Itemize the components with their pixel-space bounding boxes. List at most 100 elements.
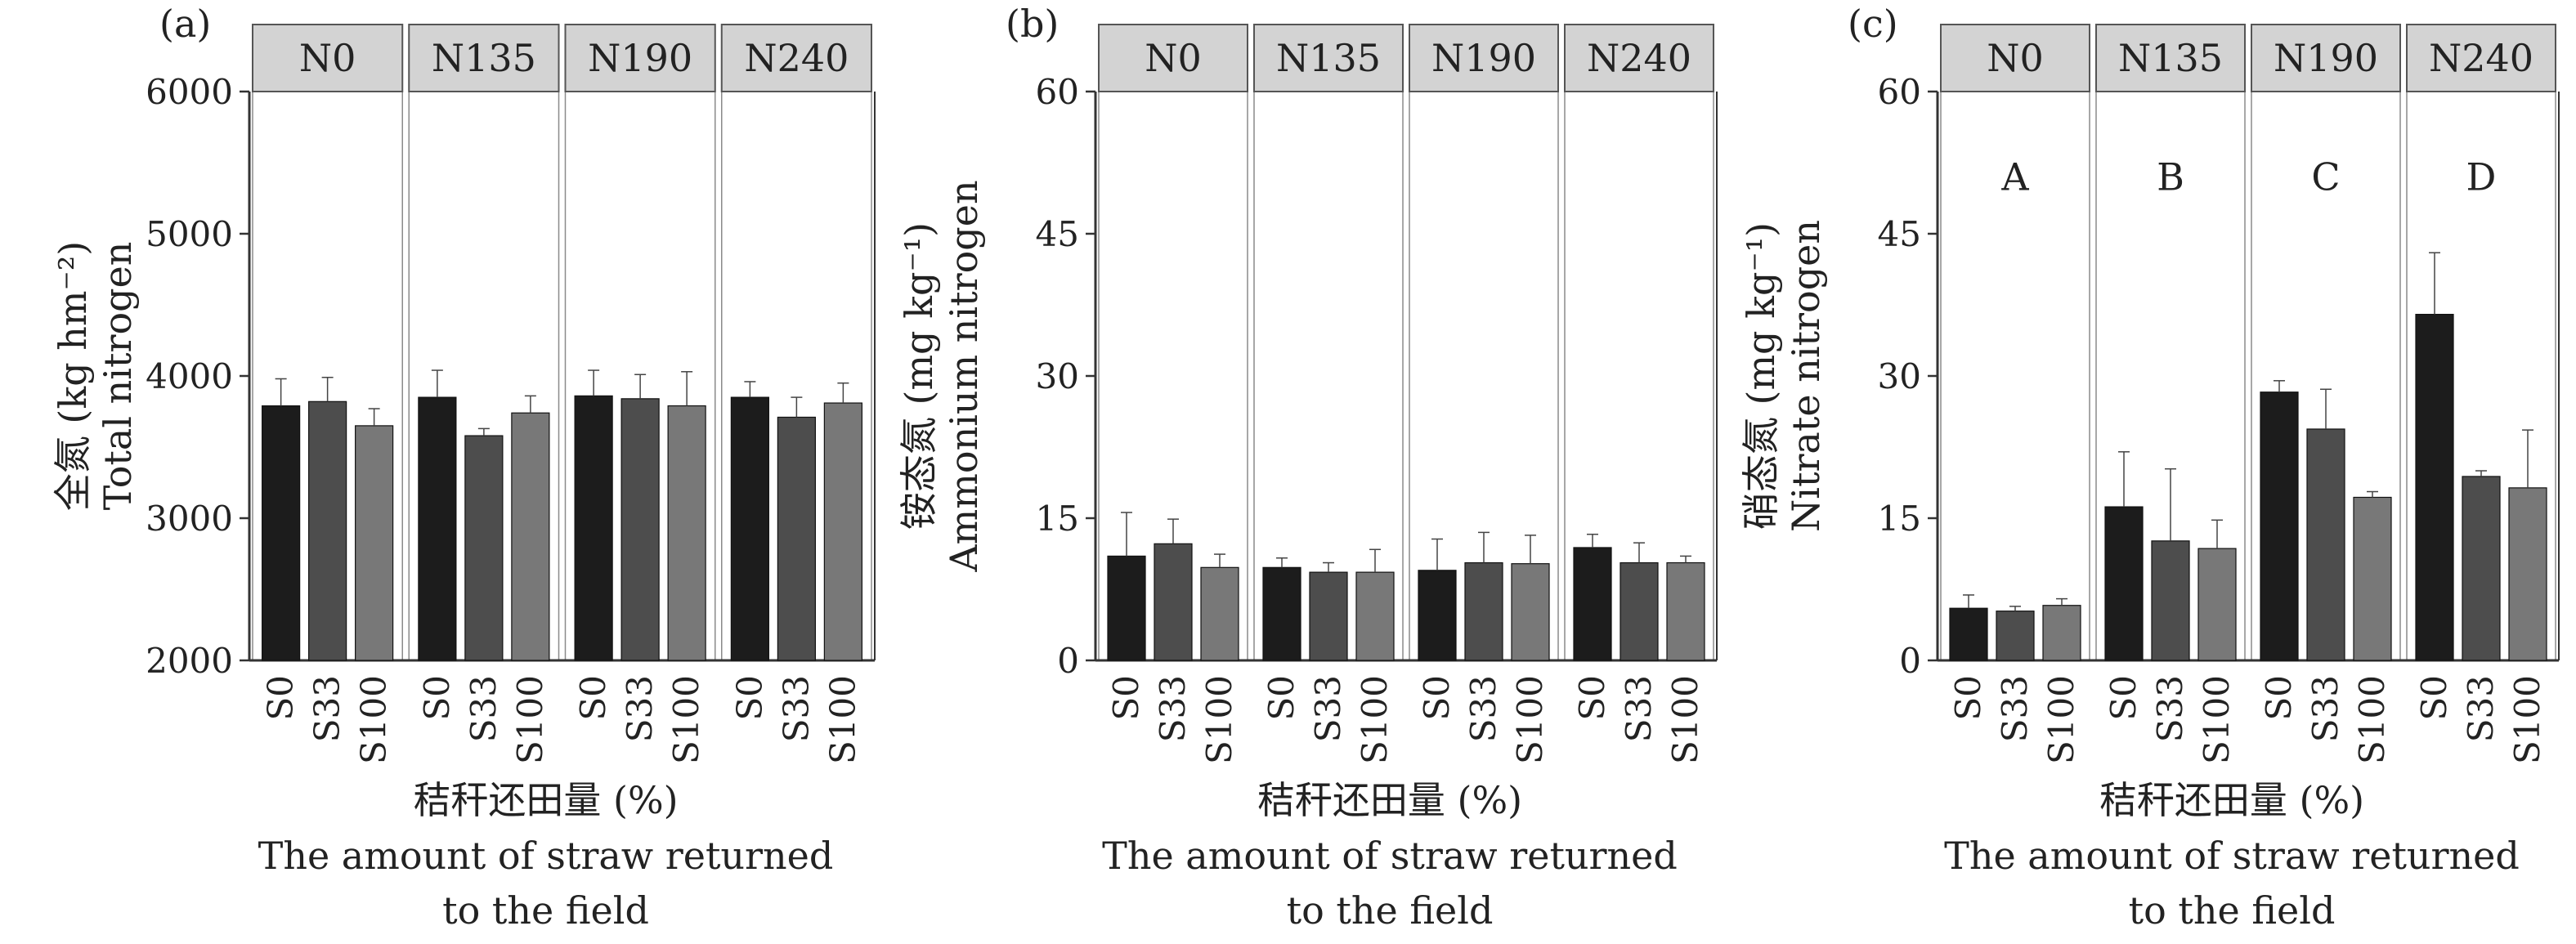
panel-a-y-tick-label: 3000	[146, 499, 233, 539]
panel-c-bar-N190-S0	[2260, 391, 2299, 661]
panel-c-x-tick-label-N0-S33: S33	[1995, 675, 2035, 742]
panel-c-y-tick-label: 30	[1878, 356, 1921, 396]
panel-b-bar-N190-S33	[1464, 561, 1503, 661]
panel-a-x-tick-label-N240-S33: S33	[776, 675, 816, 742]
panel-a-y-title-en: Total nitrogen	[96, 242, 140, 511]
panel-b-bar-N135-S0	[1262, 566, 1301, 661]
panel-c-letter-N135: B	[2157, 154, 2184, 199]
panel-b-y-title-en: Ammonium nitrogen	[942, 180, 986, 572]
panel-b-y-tick-label: 15	[1036, 499, 1079, 539]
panel-a-bar-N190-S33	[620, 398, 660, 661]
panel-a-y-tick-label: 4000	[146, 356, 233, 396]
panel-a-x-title-en-1: The amount of straw returned	[258, 834, 834, 878]
panel-a-y-title-cn: 全氮 (kg hm⁻²)	[51, 241, 95, 511]
panel-c-bar-N0-S33	[1996, 611, 2035, 661]
panel-a-strip-N240	[720, 24, 872, 92]
panel-a-x-title-cn: 秸秆还田量 (%)	[413, 778, 678, 822]
panel-a-strip-label-N135: N135	[432, 36, 536, 80]
panel-b-strip-N190	[1409, 24, 1559, 92]
panel-a-bar-N135-S100	[511, 412, 550, 661]
panel-c-strip-label-N190: N190	[2274, 36, 2378, 80]
panel-c-y-title-cn: 硝态氮 (mg kg⁻¹)	[1739, 222, 1783, 530]
panel-a-strip-N135	[408, 24, 560, 92]
panel-b-y-tick-label: 30	[1036, 356, 1079, 396]
panel-a-x-tick-label-N135-S100: S100	[510, 675, 550, 764]
panel-c-letter-N190: C	[2311, 154, 2340, 199]
panel-a-bar-N0-S100	[355, 425, 394, 661]
panel-c-strip-N0	[1940, 24, 2090, 92]
panel-c-x-tick-label-N0-S0: S0	[1948, 675, 1988, 721]
panel-b-y-title-cn: 铵态氮 (mg kg⁻¹)	[897, 222, 941, 530]
panel-a-bar-N135-S0	[418, 396, 457, 661]
panel-b-strip-label-N135: N135	[1276, 36, 1381, 80]
panel-c-strip-N240	[2406, 24, 2556, 92]
panel-c-bar-N240-S0	[2415, 314, 2454, 661]
panel-c-bar-N190-S100	[2353, 496, 2392, 661]
panel-c-strip-label-N240: N240	[2429, 36, 2533, 80]
panel-a-bar-N240-S33	[777, 416, 816, 661]
panel-b-bar-N240-S0	[1573, 547, 1612, 661]
panel-a-strip-N190	[564, 24, 716, 92]
panel-b-x-title-cn: 秸秆还田量 (%)	[1257, 778, 1522, 822]
panel-b-y-tick-label: 0	[1057, 641, 1079, 681]
panel-a-x-tick-label-N0-S100: S100	[354, 675, 394, 764]
panel-b-x-tick-label-N0-S33: S33	[1153, 675, 1193, 742]
panel-b-x-tick-label-N190-S33: S33	[1463, 675, 1503, 742]
panel-c-strip-N190	[2251, 24, 2401, 92]
panel-b-x-tick-label-N0-S0: S0	[1106, 675, 1146, 721]
panel-b-strip-N240	[1564, 24, 1714, 92]
panel-a-x-title-en-2: to the field	[442, 888, 649, 933]
panel-a-x-tick-label-N0-S0: S0	[261, 675, 301, 721]
panel-a-x-tick-label-N190-S0: S0	[573, 675, 613, 721]
panel-c-strip-N135	[2095, 24, 2246, 92]
panel-a-bar-N240-S0	[730, 396, 769, 661]
panel-b-x-title-en-1: The amount of straw returned	[1102, 834, 1678, 878]
panel-c-x-tick-label-N190-S100: S100	[2352, 675, 2392, 764]
panel-a-x-tick-label-N135-S0: S0	[417, 675, 457, 721]
panel-c-y-tick-label: 60	[1878, 72, 1921, 112]
panel-c-letter-N0: A	[2000, 154, 2029, 199]
panel-c-strip-label-N0: N0	[1987, 36, 2044, 80]
panel-b-strip-label-N240: N240	[1587, 36, 1691, 80]
panel-a-strip-label-N0: N0	[299, 36, 356, 80]
panel-b-bar-N135-S100	[1355, 571, 1395, 661]
panel-a-x-tick-label-N190-S33: S33	[620, 675, 660, 742]
panel-c-bar-N0-S100	[2042, 605, 2081, 661]
panel-c-x-tick-label-N190-S0: S0	[2259, 675, 2299, 721]
panel-b-x-tick-label-N0-S100: S100	[1199, 675, 1239, 764]
panel-a-y-tick-label: 2000	[146, 641, 233, 681]
panel-c-bar-N135-S33	[2151, 540, 2190, 661]
panel-b-strip-label-N190: N190	[1431, 36, 1536, 80]
panel-c-bar-N240-S100	[2508, 487, 2547, 661]
panel-c-x-title-en-1: The amount of straw returned	[1944, 834, 2520, 878]
panel-b-x-tick-label-N190-S100: S100	[1510, 675, 1550, 764]
panel-b-x-tick-label-N240-S0: S0	[1572, 675, 1612, 721]
panel-c-y-tick-label: 15	[1878, 499, 1921, 539]
panel-a-strip-N0	[252, 24, 404, 92]
panel-a-x-tick-label-N240-S100: S100	[822, 675, 862, 764]
panel-c-x-tick-label-N240-S33: S33	[2461, 675, 2501, 742]
panel-a-bar-N190-S0	[574, 395, 613, 661]
panel-c-x-tick-label-N190-S33: S33	[2305, 675, 2345, 742]
panel-c-y-title-en: Nitrate nitrogen	[1784, 220, 1828, 532]
panel-a-x-tick-label-N190-S100: S100	[666, 675, 706, 764]
panel-c-strip-label-N135: N135	[2118, 36, 2223, 80]
panel-c-bar-N135-S100	[2197, 548, 2237, 661]
panel-c-bar-N190-S33	[2306, 428, 2345, 661]
panel-b-bar-N240-S33	[1620, 561, 1659, 661]
panel-b-x-tick-label-N240-S100: S100	[1665, 675, 1705, 764]
panel-a-y-tick-label: 6000	[146, 72, 233, 112]
panel-b-bar-N0-S33	[1154, 543, 1193, 661]
panel-b-x-tick-label-N135-S0: S0	[1261, 675, 1301, 721]
panel-b-bar-N135-S33	[1309, 571, 1348, 661]
panel-b-x-tick-label-N135-S33: S33	[1308, 675, 1348, 742]
panel-b-x-title-en-2: to the field	[1287, 888, 1494, 933]
panel-b-x-tick-label-N240-S33: S33	[1619, 675, 1659, 742]
panel-c-bar-N240-S33	[2462, 476, 2501, 661]
panel-c-x-title-cn: 秸秆还田量 (%)	[2099, 778, 2364, 822]
panel-b-x-tick-label-N190-S0: S0	[1417, 675, 1457, 721]
panel-b-bar-N0-S0	[1107, 555, 1146, 661]
panel-a-bar-N0-S33	[308, 400, 347, 661]
panel-a-y-tick-label: 5000	[146, 214, 233, 254]
